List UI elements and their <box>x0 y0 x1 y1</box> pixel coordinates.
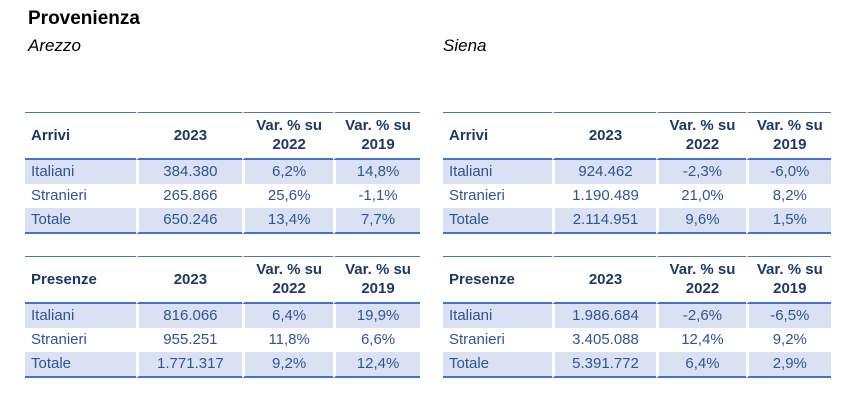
cell-var-2022: 12,4% <box>656 328 746 352</box>
column-header-2023: 2023 <box>135 112 243 160</box>
arezzo-tables-column: Arrivi 2023 Var. % su 2022 Var. % su 201… <box>25 112 420 400</box>
arezzo-presenze-table: Presenze 2023 Var. % su 2022 Var. % su 2… <box>25 256 420 378</box>
cell-var-2019: -6,5% <box>745 304 831 328</box>
column-header-2023: 2023 <box>551 256 657 304</box>
cell-2023: 2.114.951 <box>551 208 657 234</box>
table-label: Presenze <box>443 256 552 304</box>
table-header-row: Presenze 2023 Var. % su 2022 Var. % su 2… <box>443 256 831 304</box>
cell-2023: 1.771.317 <box>135 352 243 378</box>
row-label: Stranieri <box>443 184 552 208</box>
row-label: Stranieri <box>443 328 552 352</box>
column-header-var-2019: Var. % su 2019 <box>745 112 831 160</box>
table-row-total: Totale 1.771.317 9,2% 12,4% <box>25 352 420 378</box>
row-label: Italiani <box>25 304 136 328</box>
row-label: Totale <box>443 352 552 378</box>
cell-var-2022: -2,6% <box>656 304 746 328</box>
cell-2023: 1.190.489 <box>551 184 657 208</box>
column-header-var-2019: Var. % su 2019 <box>333 256 420 304</box>
table-label: Arrivi <box>25 112 136 160</box>
cell-var-2019: 12,4% <box>333 352 420 378</box>
row-label: Totale <box>25 352 136 378</box>
column-header-var-2019: Var. % su 2019 <box>745 256 831 304</box>
row-label: Italiani <box>443 160 552 184</box>
region-title-siena: Siena <box>443 36 487 55</box>
column-header-var-2022: Var. % su 2022 <box>242 112 334 160</box>
siena-tables-column: Arrivi 2023 Var. % su 2022 Var. % su 201… <box>443 112 831 400</box>
column-header-var-2022: Var. % su 2022 <box>656 112 746 160</box>
cell-var-2019: -6,0% <box>745 160 831 184</box>
row-label: Totale <box>443 208 552 234</box>
cell-var-2019: 19,9% <box>333 304 420 328</box>
cell-2023: 384.380 <box>135 160 243 184</box>
cell-var-2022: 9,2% <box>242 352 334 378</box>
cell-2023: 955.251 <box>135 328 243 352</box>
table-row: Italiani 384.380 6,2% 14,8% <box>25 160 420 184</box>
row-label: Stranieri <box>25 184 136 208</box>
cell-2023: 816.066 <box>135 304 243 328</box>
column-header-var-2022: Var. % su 2022 <box>656 256 746 304</box>
cell-2023: 3.405.088 <box>551 328 657 352</box>
cell-var-2022: 13,4% <box>242 208 334 234</box>
table-row: Stranieri 955.251 11,8% 6,6% <box>25 328 420 352</box>
cell-2023: 924.462 <box>551 160 657 184</box>
table-row: Italiani 924.462 -2,3% -6,0% <box>443 160 831 184</box>
column-header-2023: 2023 <box>135 256 243 304</box>
table-row-total: Totale 2.114.951 9,6% 1,5% <box>443 208 831 234</box>
siena-presenze-table: Presenze 2023 Var. % su 2022 Var. % su 2… <box>443 256 831 378</box>
cell-var-2019: 2,9% <box>745 352 831 378</box>
table-row: Italiani 1.986.684 -2,6% -6,5% <box>443 304 831 328</box>
cell-var-2019: 7,7% <box>333 208 420 234</box>
cell-var-2022: 6,4% <box>656 352 746 378</box>
table-label: Arrivi <box>443 112 552 160</box>
table-header-row: Arrivi 2023 Var. % su 2022 Var. % su 201… <box>25 112 420 160</box>
arezzo-arrivi-table: Arrivi 2023 Var. % su 2022 Var. % su 201… <box>25 112 420 234</box>
cell-2023: 1.986.684 <box>551 304 657 328</box>
cell-var-2019: -1,1% <box>333 184 420 208</box>
cell-var-2019: 6,6% <box>333 328 420 352</box>
column-header-var-2019: Var. % su 2019 <box>333 112 420 160</box>
region-title-arezzo: Arezzo <box>28 36 81 55</box>
cell-var-2022: -2,3% <box>656 160 746 184</box>
column-header-var-2022: Var. % su 2022 <box>242 256 334 304</box>
table-header-row: Presenze 2023 Var. % su 2022 Var. % su 2… <box>25 256 420 304</box>
table-row: Italiani 816.066 6,4% 19,9% <box>25 304 420 328</box>
row-label: Stranieri <box>25 328 136 352</box>
column-header-2023: 2023 <box>551 112 657 160</box>
page-title: Provenienza <box>28 8 140 29</box>
cell-var-2022: 6,2% <box>242 160 334 184</box>
table-row: Stranieri 3.405.088 12,4% 9,2% <box>443 328 831 352</box>
table-row-total: Totale 650.246 13,4% 7,7% <box>25 208 420 234</box>
table-row: Stranieri 265.866 25,6% -1,1% <box>25 184 420 208</box>
row-label: Italiani <box>25 160 136 184</box>
cell-var-2022: 21,0% <box>656 184 746 208</box>
cell-var-2019: 1,5% <box>745 208 831 234</box>
cell-var-2019: 14,8% <box>333 160 420 184</box>
cell-var-2019: 9,2% <box>745 328 831 352</box>
table-header-row: Arrivi 2023 Var. % su 2022 Var. % su 201… <box>443 112 831 160</box>
table-label: Presenze <box>25 256 136 304</box>
table-row-total: Totale 5.391.772 6,4% 2,9% <box>443 352 831 378</box>
row-label: Italiani <box>443 304 552 328</box>
row-label: Totale <box>25 208 136 234</box>
cell-var-2022: 9,6% <box>656 208 746 234</box>
table-row: Stranieri 1.190.489 21,0% 8,2% <box>443 184 831 208</box>
cell-var-2022: 11,8% <box>242 328 334 352</box>
cell-var-2022: 6,4% <box>242 304 334 328</box>
cell-var-2022: 25,6% <box>242 184 334 208</box>
siena-arrivi-table: Arrivi 2023 Var. % su 2022 Var. % su 201… <box>443 112 831 234</box>
cell-2023: 5.391.772 <box>551 352 657 378</box>
cell-2023: 265.866 <box>135 184 243 208</box>
cell-2023: 650.246 <box>135 208 243 234</box>
cell-var-2019: 8,2% <box>745 184 831 208</box>
